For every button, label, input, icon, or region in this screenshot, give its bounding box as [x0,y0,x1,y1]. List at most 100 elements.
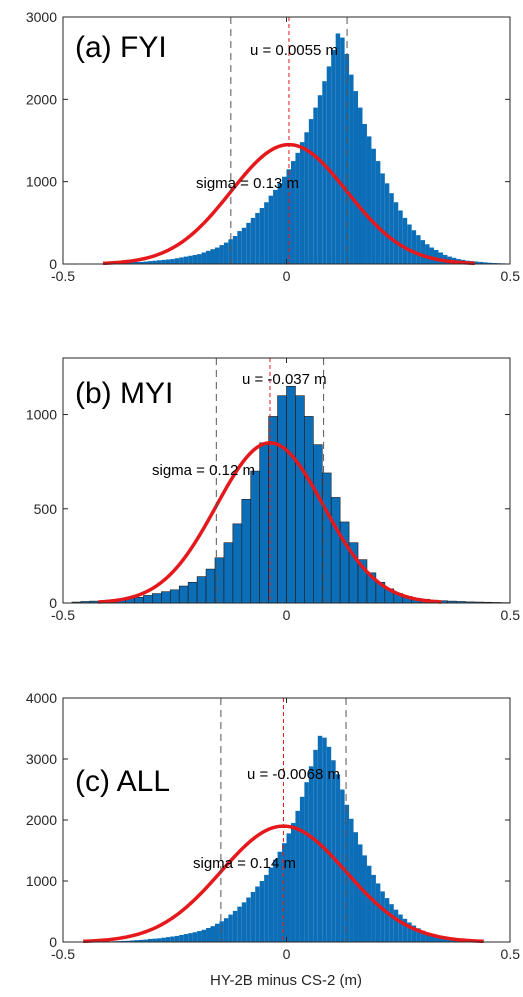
histogram-bar [183,256,189,264]
x-tick-label: -0.5 [51,946,75,962]
histogram-bar [147,261,153,264]
histogram-bar [237,906,242,942]
x-tick-label: 0 [283,946,291,962]
histogram-bar [179,934,184,942]
histogram-bar [330,497,341,604]
histogram-bar [206,250,211,264]
histogram-bar [349,74,354,264]
histogram-bars-myi [71,385,511,604]
histogram-bar [241,227,247,264]
y-ticks-fyi: 0 1000 2000 3000 [26,9,510,272]
histogram-bar [322,737,327,942]
x-tick-label: 0.5 [501,946,521,962]
histogram-bar [205,568,216,604]
histogram-bar [299,796,305,942]
panel-label-all: (c) ALL [75,765,170,798]
histogram-bar [192,932,198,942]
histogram-bar [232,910,238,942]
histogram-bar [304,416,314,604]
histogram-bar [223,918,229,942]
y-tick-label: 1000 [26,174,57,190]
sigma-annotation-fyi: sigma = 0.13 m [196,175,299,192]
histogram-bar [402,217,408,264]
histogram-bar [174,935,180,942]
histogram-bar [425,932,430,942]
histogram-bar [375,883,381,942]
histogram-bar [273,859,278,942]
histogram-bar [358,107,363,264]
sigma-annotation-myi: sigma = 0.12 m [152,462,255,479]
histogram-bar [447,938,452,942]
histogram-bar [165,259,171,264]
histogram-bar [358,844,363,942]
histogram-bar [438,252,443,264]
x-tick-label: -0.5 [51,607,75,623]
histogram-bar [214,923,220,942]
histogram-bar [349,818,354,942]
histogram-bar [277,851,283,942]
histogram-bar [232,236,238,264]
y-tick-label: 2000 [26,812,57,828]
histogram-bar [331,760,336,942]
histogram-bar [174,258,180,264]
y-ticks-all: 0 1000 2000 3000 4000 [26,690,510,950]
histogram-bar [134,597,144,604]
histogram-bar [255,212,260,264]
histogram-bar [143,595,153,604]
x-tick-label: 0.5 [501,607,521,623]
histogram-bar [389,193,394,264]
histogram-bar [237,231,242,264]
histogram-bar [152,593,162,604]
histogram-bar [210,926,215,942]
histogram-bar [125,940,131,942]
histogram-bar [161,937,166,942]
histogram-bar [366,136,372,264]
histogram-bar [197,931,202,942]
histogram-bar [438,937,443,942]
histogram-bar [201,929,207,942]
histogram-bar [474,261,479,264]
histogram-bar [264,874,269,942]
x-tick-label: 0 [283,607,291,623]
histogram-bar [246,222,251,264]
histogram-bar [130,262,135,264]
histogram-bar [277,395,287,604]
histogram-bar [165,937,171,942]
histogram-bar [214,247,220,264]
histogram-bar [487,262,493,264]
y-tick-label: 2000 [26,91,57,107]
histogram-bar [326,66,332,265]
histogram-bar [282,843,287,942]
histogram-bar [286,833,291,942]
histogram-bar [223,542,234,604]
histogram-bar [313,444,323,604]
histogram-bar [335,774,341,942]
y-tick-label: 3000 [26,751,57,767]
histogram-bar [219,245,224,264]
histogram-bar [393,202,399,264]
histogram-bar [344,54,350,264]
histogram-bar [478,261,484,264]
y-tick-label: 4000 [26,690,57,706]
histogram-bar [425,244,430,264]
histogram-bar [169,589,180,604]
histogram-bar [331,49,336,264]
mean-annotation-myi: u = -0.037 m [242,371,327,388]
histogram-bar [384,183,390,264]
histogram-bar [295,152,300,264]
histogram-bar [250,891,256,942]
mean-annotation-all: u = -0.0068 m [247,766,340,783]
y-tick-label: 1000 [26,873,57,889]
histogram-bar [241,902,247,942]
histogram-bar [366,865,372,942]
histogram-bar [192,254,198,264]
histogram-bar [134,261,139,264]
histogram-bar [188,933,193,942]
histogram-bar [138,261,144,264]
histogram-bar [290,823,296,942]
histogram-bar [407,922,412,942]
panel-label-fyi: (a) FYI [75,31,167,64]
